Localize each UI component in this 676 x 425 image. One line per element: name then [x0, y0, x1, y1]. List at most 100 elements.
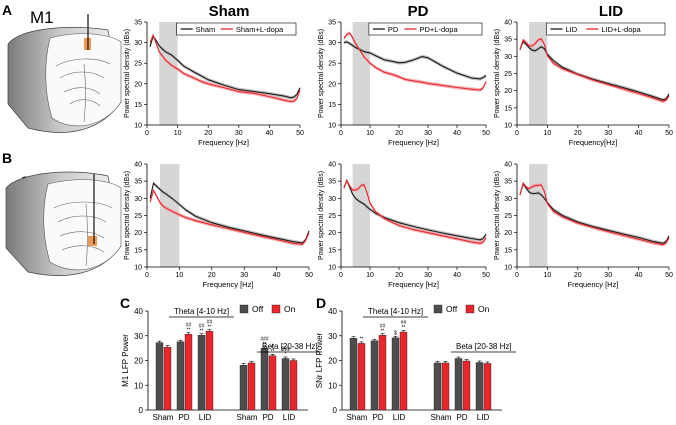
significance-marker: # [271, 344, 274, 350]
region-label-m1: M1 [30, 8, 54, 27]
bar-off [239, 365, 248, 411]
x-tick-label: 10 [176, 272, 184, 279]
bar-on [399, 331, 408, 411]
significance-marker: ** [208, 324, 212, 330]
y-tick-label: 25 [134, 61, 142, 68]
x-tick-label: 0 [515, 130, 519, 137]
bar-off [155, 342, 164, 411]
y-axis-label: M1 LFP Power [121, 334, 130, 387]
legend-label-on: LID+L-dopa [601, 25, 641, 34]
y-tick-label: 10 [328, 381, 337, 390]
series-line-off [519, 40, 670, 101]
bar-on [441, 362, 450, 411]
y-tick-label: 10 [134, 123, 142, 130]
significance-marker: ** [187, 327, 191, 333]
x-tick-label: 50 [665, 272, 673, 279]
legend-label-off: Off [252, 304, 264, 314]
legend-label-on: PD+L-dopa [420, 25, 459, 34]
column-title-lid: LID [599, 3, 623, 20]
series-line-off [343, 41, 487, 80]
x-tick-label: 30 [604, 272, 612, 279]
legend-box [176, 22, 297, 36]
x-tick-label: 30 [235, 130, 243, 137]
x-axis-label: Frequency [Hz] [388, 138, 439, 147]
panel-letter-a: A [2, 2, 12, 18]
bar-off [176, 341, 185, 411]
y-axis-label: SNr LFP Power [315, 332, 324, 388]
series-line-off [149, 182, 310, 244]
significance-marker: ## [380, 323, 386, 329]
y-tick-label: 10 [134, 265, 142, 272]
theta-band-highlight [352, 22, 370, 125]
theta-band-highlight [529, 164, 548, 267]
significance-marker: $ [394, 331, 397, 337]
bar-on [247, 362, 256, 411]
legend-box [368, 22, 483, 36]
x-tick-label: 10 [544, 130, 552, 137]
x-category-label: PD [456, 413, 467, 422]
y-tick-label: 30 [134, 196, 142, 203]
x-axis-label: Frequency [Hz] [388, 280, 439, 289]
y-tick-label: 10 [504, 265, 512, 272]
significance-marker: * [285, 352, 287, 358]
y-tick-label: 15 [328, 247, 336, 254]
x-tick-label: 0 [145, 272, 149, 279]
significance-marker: ** [200, 328, 204, 334]
x-tick-label: 10 [544, 272, 552, 279]
significance-marker: ** [263, 341, 267, 347]
y-tick-label: 30 [134, 332, 143, 341]
x-category-label: LID [393, 413, 406, 422]
y-tick-label: 35 [504, 37, 512, 44]
x-tick-label: 10 [366, 272, 374, 279]
significance-marker: ** [402, 325, 406, 331]
y-tick-label: 10 [328, 123, 336, 130]
x-tick-label: 0 [339, 130, 343, 137]
significance-marker: ** [381, 328, 385, 334]
y-tick-label: 40 [328, 307, 337, 316]
series-line-off [343, 179, 487, 241]
bar-on [289, 360, 298, 411]
x-tick-label: 0 [145, 130, 149, 137]
y-tick-label: 0 [333, 406, 338, 415]
x-category-label: Sham [431, 413, 452, 422]
band-label: Theta [4-10 Hz] [174, 307, 229, 316]
bar-on [462, 360, 471, 411]
y-tick-label: 35 [134, 179, 142, 186]
x-tick-label: 40 [453, 130, 461, 137]
band-label: Theta [4-10 Hz] [368, 307, 423, 316]
y-tick-label: 20 [328, 81, 336, 88]
x-tick-label: 20 [395, 272, 403, 279]
bar-on [184, 334, 193, 411]
brain-section-m1-illustration [7, 14, 122, 133]
y-tick-label: 30 [504, 196, 512, 203]
x-tick-label: 50 [482, 130, 490, 137]
y-tick-label: 20 [328, 230, 336, 237]
bar-off [454, 358, 463, 411]
x-tick-label: 40 [453, 272, 461, 279]
psd-chart-a-lid: 0 10 20 30 40 5010152025303540Frequency[Hz]Po… [494, 20, 673, 148]
x-category-label: PD [372, 413, 383, 422]
panel-letter-d: D [316, 295, 326, 311]
bar-on [268, 355, 277, 411]
y-tick-label: 30 [504, 54, 512, 61]
significance-marker: ### [260, 336, 269, 342]
y-tick-label: 30 [134, 40, 142, 47]
series-line-on [149, 188, 310, 245]
y-axis-label: Power spectral density (dBs) [124, 29, 131, 118]
y-tick-label: 35 [328, 20, 336, 27]
y-tick-label: 40 [328, 162, 336, 169]
y-tick-label: 15 [504, 247, 512, 254]
theta-band-highlight [352, 164, 370, 267]
y-axis-label: Power spectral density (dBs) [494, 29, 501, 118]
y-tick-label: 25 [134, 213, 142, 220]
y-tick-label: 10 [328, 265, 336, 272]
bar-off [281, 358, 290, 411]
panel-letter-c: C [120, 295, 130, 311]
bar-on [483, 363, 492, 411]
legend-swatch-off [239, 304, 249, 314]
series-line-on [343, 32, 487, 91]
y-tick-label: 35 [504, 179, 512, 186]
